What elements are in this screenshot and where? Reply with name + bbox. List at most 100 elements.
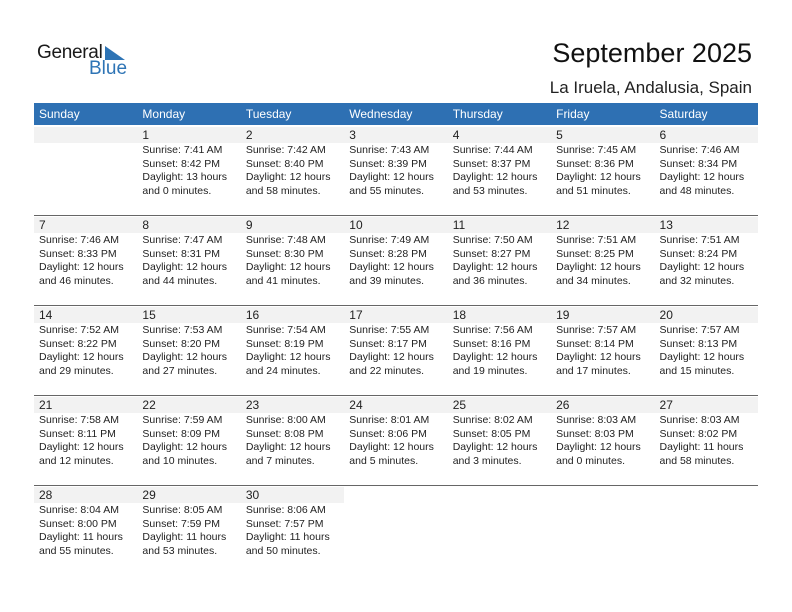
sunset-text: Sunset: 8:11 PM: [39, 427, 116, 440]
day-cell: 13 Sunrise: 7:51 AM Sunset: 8:24 PM Dayligh…: [654, 216, 758, 305]
day-cell: 8 Sunrise: 7:47 AM Sunset: 8:31 PM Daylight…: [137, 216, 241, 305]
sunrise-text: Sunrise: 7:56 AM: [452, 324, 533, 336]
daylight2-text: and 34 minutes.: [556, 274, 631, 287]
day-info: Sunrise: 7:44 AM Sunset: 8:37 PM Daylight:…: [448, 144, 551, 198]
day-number-strip: [34, 127, 138, 143]
empty-day-cell: [551, 486, 654, 575]
daylight2-text: and 36 minutes.: [452, 274, 528, 287]
sunset-text: Sunset: 8:37 PM: [452, 157, 531, 170]
daylight1-text: Daylight: 12 hours: [39, 441, 124, 453]
daylight1-text: Daylight: 12 hours: [452, 171, 538, 183]
daylight1-text: Daylight: 12 hours: [659, 261, 745, 273]
day-number: 25: [447, 397, 552, 413]
day-number: 15: [137, 307, 241, 323]
day-cell: 7 Sunrise: 7:46 AM Sunset: 8:33 PM Daylight…: [34, 216, 138, 305]
day-info: Sunrise: 7:42 AM Sunset: 8:40 PM Daylight:…: [241, 144, 344, 198]
daylight2-text: and 50 minutes.: [245, 544, 321, 557]
day-cell: 16 Sunrise: 7:54 AM Sunset: 8:19 PM Dayligh…: [240, 306, 345, 395]
day-info: Sunrise: 7:57 AM Sunset: 8:14 PM Daylight:…: [551, 324, 654, 378]
sunrise-text: Sunrise: 7:57 AM: [659, 324, 740, 336]
day-number: 4: [447, 127, 552, 143]
day-info: Sunrise: 8:05 AM Sunset: 7:59 PM Daylight:…: [137, 504, 240, 558]
daylight1-text: Daylight: 12 hours: [245, 441, 331, 453]
day-cell: 3 Sunrise: 7:43 AM Sunset: 8:39 PM Daylight…: [344, 125, 448, 215]
sunrise-text: Sunrise: 7:42 AM: [245, 144, 326, 156]
sunset-text: Sunset: 8:08 PM: [245, 427, 324, 440]
daylight1-text: Daylight: 11 hours: [39, 531, 123, 543]
day-info: Sunrise: 7:53 AM Sunset: 8:20 PM Daylight:…: [137, 324, 240, 378]
week-row: 1 Sunrise: 7:41 AM Sunset: 8:42 PM Daylight…: [34, 125, 758, 215]
week-row: 28 Sunrise: 8:04 AM Sunset: 8:00 PM Dayligh…: [34, 485, 758, 575]
day-cell: 21 Sunrise: 7:58 AM Sunset: 8:11 PM Dayligh…: [34, 396, 138, 485]
day-cell: 23 Sunrise: 8:00 AM Sunset: 8:08 PM Dayligh…: [240, 396, 345, 485]
day-number: 29: [137, 487, 241, 503]
week-row: 14 Sunrise: 7:52 AM Sunset: 8:22 PM Dayligh…: [34, 305, 758, 395]
day-info: Sunrise: 7:48 AM Sunset: 8:30 PM Daylight:…: [241, 234, 344, 288]
daylight2-text: and 0 minutes.: [142, 184, 212, 197]
day-cell: 14 Sunrise: 7:52 AM Sunset: 8:22 PM Dayligh…: [34, 306, 138, 395]
day-number: 20: [654, 307, 758, 323]
sunrise-text: Sunrise: 7:58 AM: [39, 414, 119, 426]
daylight1-text: Daylight: 12 hours: [659, 351, 745, 363]
day-cell: 1 Sunrise: 7:41 AM Sunset: 8:42 PM Daylight…: [137, 125, 241, 215]
day-info: Sunrise: 8:04 AM Sunset: 8:00 PM Daylight:…: [34, 504, 137, 558]
daylight2-text: and 53 minutes.: [452, 184, 528, 197]
day-cell: 19 Sunrise: 7:57 AM Sunset: 8:14 PM Dayligh…: [551, 306, 655, 395]
day-info: Sunrise: 7:55 AM Sunset: 8:17 PM Daylight:…: [344, 324, 447, 378]
empty-day-cell: [655, 486, 758, 575]
sunrise-text: Sunrise: 7:48 AM: [245, 234, 326, 246]
day-cell: 9 Sunrise: 7:48 AM Sunset: 8:30 PM Daylight…: [240, 216, 345, 305]
daylight2-text: and 29 minutes.: [39, 364, 114, 377]
daylight2-text: and 3 minutes.: [452, 454, 522, 467]
sunrise-text: Sunrise: 7:51 AM: [556, 234, 637, 246]
day-info: Sunrise: 7:52 AM Sunset: 8:22 PM Daylight:…: [34, 324, 137, 378]
page-title: September 2025: [552, 38, 752, 68]
day-number: 13: [654, 217, 758, 233]
logo-triangle-icon: [105, 46, 125, 60]
day-number: 17: [344, 307, 448, 323]
daylight1-text: Daylight: 12 hours: [245, 171, 331, 183]
week-row: 7 Sunrise: 7:46 AM Sunset: 8:33 PM Daylight…: [34, 215, 758, 305]
sunset-text: Sunset: 8:16 PM: [452, 337, 531, 350]
day-number: 8: [137, 217, 241, 233]
day-info: Sunrise: 8:03 AM Sunset: 8:03 PM Daylight:…: [551, 414, 654, 468]
sunrise-text: Sunrise: 7:46 AM: [39, 234, 119, 246]
day-cell: 26 Sunrise: 8:03 AM Sunset: 8:03 PM Dayligh…: [551, 396, 655, 485]
sunrise-text: Sunrise: 7:45 AM: [556, 144, 637, 156]
day-number: 1: [137, 127, 241, 143]
daylight2-text: and 5 minutes.: [349, 454, 419, 467]
weekday-friday: Friday: [556, 107, 590, 121]
location-subtitle: La Iruela, Andalusia, Spain: [549, 78, 752, 97]
daylight1-text: Daylight: 11 hours: [245, 531, 330, 543]
day-number: 9: [240, 217, 345, 233]
sunset-text: Sunset: 8:02 PM: [659, 427, 738, 440]
sunrise-text: Sunrise: 7:53 AM: [142, 324, 223, 336]
weekday-header: Sunday Monday Tuesday Wednesday Thursday Frid…: [34, 103, 758, 125]
sunrise-text: Sunrise: 7:49 AM: [349, 234, 430, 246]
empty-day-cell: [448, 486, 551, 575]
day-cell: 27 Sunrise: 8:03 AM Sunset: 8:02 PM Dayligh…: [654, 396, 758, 485]
sunset-text: Sunset: 8:03 PM: [556, 427, 634, 440]
empty-day-cell: [34, 125, 138, 215]
sunset-text: Sunset: 7:59 PM: [142, 517, 221, 530]
weekday-tuesday: Tuesday: [245, 107, 292, 121]
day-info: Sunrise: 7:58 AM Sunset: 8:11 PM Daylight:…: [34, 414, 137, 468]
day-number: 24: [344, 397, 448, 413]
day-info: Sunrise: 8:02 AM Sunset: 8:05 PM Daylight:…: [448, 414, 551, 468]
sunrise-text: Sunrise: 7:43 AM: [349, 144, 430, 156]
day-info: Sunrise: 7:46 AM Sunset: 8:34 PM Daylight:…: [655, 144, 758, 198]
daylight1-text: Daylight: 12 hours: [349, 261, 434, 273]
day-number: 19: [551, 307, 655, 323]
day-info: Sunrise: 7:51 AM Sunset: 8:25 PM Daylight:…: [551, 234, 654, 288]
sunrise-text: Sunrise: 7:47 AM: [142, 234, 223, 246]
daylight1-text: Daylight: 12 hours: [349, 171, 434, 183]
sunset-text: Sunset: 8:40 PM: [245, 157, 324, 170]
weekday-wednesday: Wednesday: [349, 107, 413, 121]
day-info: Sunrise: 7:49 AM Sunset: 8:28 PM Daylight:…: [344, 234, 447, 288]
sunrise-text: Sunrise: 8:03 AM: [659, 414, 740, 426]
daylight2-text: and 39 minutes.: [349, 274, 424, 287]
day-number: 27: [654, 397, 758, 413]
daylight2-text: and 12 minutes.: [39, 454, 114, 467]
daylight2-text: and 22 minutes.: [349, 364, 424, 377]
day-info: Sunrise: 7:56 AM Sunset: 8:16 PM Daylight:…: [448, 324, 551, 378]
